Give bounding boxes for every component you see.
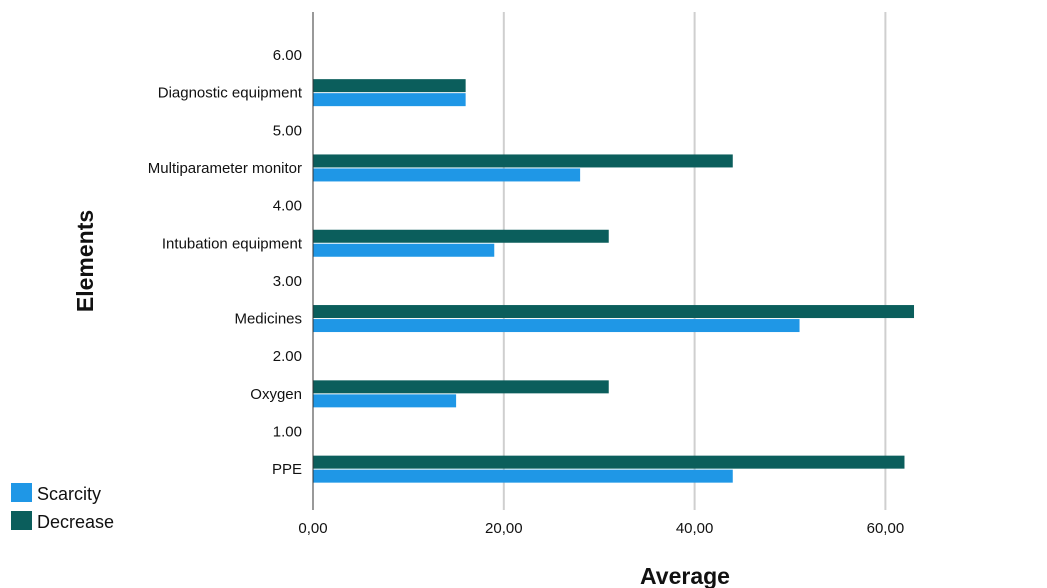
bar-scarcity (313, 168, 581, 182)
y-axis-title: Elements (72, 210, 98, 312)
y-axis-value-label: 6.00 (273, 47, 302, 64)
grid-lines (502, 12, 887, 510)
x-tick-label: 0,00 (298, 520, 327, 537)
y-axis-category-label: Diagnostic equipment (158, 85, 303, 102)
bar-scarcity (313, 93, 466, 107)
bars (313, 79, 915, 483)
y-axis-value-label: 1.00 (273, 424, 302, 441)
legend-swatch-scarcity (11, 483, 32, 502)
y-axis-value-label: 2.00 (273, 348, 302, 365)
bar-scarcity (313, 469, 733, 483)
y-axis-category-label: Oxygen (250, 386, 302, 403)
bar-scarcity (313, 319, 800, 333)
bar-decrease (313, 380, 609, 394)
bar-decrease (313, 305, 915, 319)
bar-decrease (313, 154, 733, 168)
y-axis-labels: 6.00 Diagnostic equipment 5.00 Multiparamet… (148, 47, 303, 478)
x-axis-ticks: 0,00 20,00 40,00 60,00 (298, 520, 904, 537)
bar-decrease (313, 79, 466, 93)
x-tick-label: 40,00 (676, 520, 714, 537)
y-axis-value-label: 5.00 (273, 122, 302, 139)
legend-label-scarcity: Scarcity (37, 484, 101, 504)
y-axis-value-label: 4.00 (273, 198, 302, 215)
y-axis-category-label: Medicines (234, 311, 302, 328)
legend-swatch-decrease (11, 511, 32, 530)
bar-decrease (313, 455, 905, 469)
bar-scarcity (313, 243, 495, 257)
y-axis-category-label: PPE (272, 461, 302, 478)
legend-label-decrease: Decrease (37, 512, 114, 532)
y-axis-category-label: Intubation equipment (162, 235, 303, 252)
y-axis-category-label: Multiparameter monitor (148, 160, 302, 177)
bar-scarcity (313, 394, 457, 408)
x-tick-label: 60,00 (867, 520, 905, 537)
x-tick-label: 20,00 (485, 520, 523, 537)
legend: Scarcity Decrease (11, 483, 114, 532)
bar-decrease (313, 229, 609, 243)
y-axis-value-label: 3.00 (273, 273, 302, 290)
x-axis-title: Average (640, 563, 730, 588)
